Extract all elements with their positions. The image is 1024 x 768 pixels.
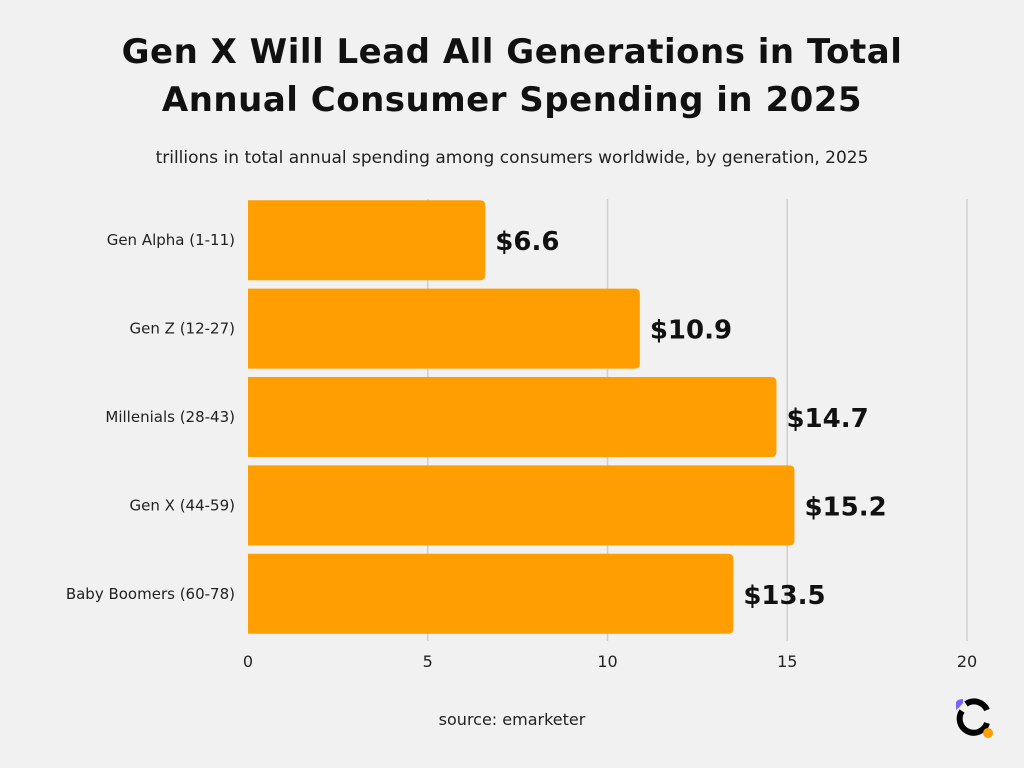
logo-c-arc [956,709,990,736]
x-tick-label: 5 [423,652,433,671]
data-label: $13.5 [743,581,825,611]
chart-title-line-1: Gen X Will Lead All Generations in Total [121,32,903,72]
category-label: Gen Alpha (1-11) [107,231,235,249]
bar [248,200,486,281]
chart-title: Gen X Will Lead All Generations in Total… [0,28,1024,124]
category-label: Baby Boomers (60-78) [66,585,235,603]
category-label: Millenials (28-43) [105,408,235,426]
logo-c-top [964,698,990,712]
data-label: $15.2 [804,492,886,522]
x-tick-label: 20 [957,652,977,671]
category-label: Gen Z (12-27) [130,320,235,338]
bar [248,288,640,369]
chart-subtitle: trillions in total annual spending among… [155,148,869,168]
data-label: $6.6 [495,227,559,257]
data-label: $10.9 [650,316,732,346]
bar [248,377,777,457]
logo-orange-dot [983,728,993,738]
data-label: $14.7 [786,404,868,434]
bar-chart: 0 5 10 15 20 Gen Alpha (1-11) $6.6 Gen Z (12-27… [66,199,977,671]
logo-purple-leaf [956,699,963,710]
x-tick-label: 0 [243,652,253,671]
chart-title-line-2: Annual Consumer Spending in 2025 [161,80,863,120]
category-label: Gen X (44-59) [130,496,235,514]
brand-logo [956,698,993,738]
source-note: source: emarketer [438,710,586,729]
bar [248,465,795,546]
bar [248,553,734,634]
x-tick-label: 10 [597,652,617,671]
x-tick-label: 15 [777,652,797,671]
